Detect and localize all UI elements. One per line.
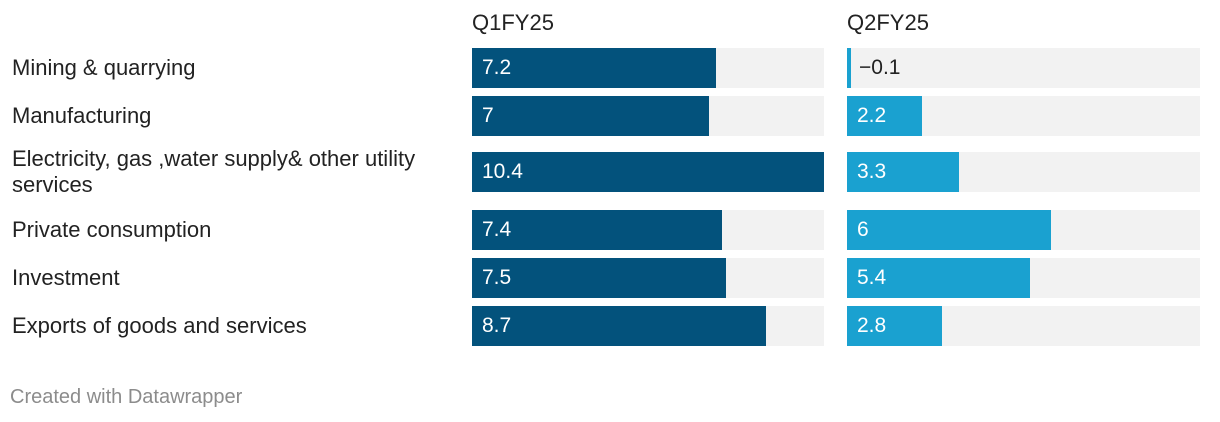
bar-track: 3.3 <box>847 152 1200 192</box>
bar-track: 2.8 <box>847 306 1200 346</box>
datawrapper-credit: Created with Datawrapper <box>10 386 243 408</box>
category-label: Investment <box>12 265 120 290</box>
value-label: 7 <box>482 104 494 127</box>
bar <box>847 96 922 136</box>
value-label: 5.4 <box>857 266 887 289</box>
value-label: 2.2 <box>857 104 887 127</box>
bar <box>847 152 959 192</box>
bar <box>472 152 824 192</box>
category-label: Private consumption <box>12 217 212 242</box>
column-header-q1: Q1FY25 <box>472 10 554 35</box>
bar-track: 7.4 <box>472 210 824 250</box>
bar <box>472 306 767 346</box>
bar <box>847 306 943 346</box>
value-label: 7.5 <box>482 266 512 289</box>
value-label: 7.4 <box>482 218 512 241</box>
bar-track: 8.7 <box>472 306 824 346</box>
category-label: Manufacturing <box>12 103 152 128</box>
bar <box>472 48 716 88</box>
bar-track: 10.4 <box>472 152 824 192</box>
value-label: 6 <box>857 218 869 241</box>
value-label: 3.3 <box>857 160 887 183</box>
bar <box>472 258 726 298</box>
category-label: Exports of goods and services <box>12 313 307 338</box>
bar-track: 7 <box>472 96 824 136</box>
bar-track: 2.2 <box>847 96 1200 136</box>
bar <box>847 48 851 88</box>
bar-track: 6 <box>847 210 1200 250</box>
category-label: Electricity, gas ,water supply& other ut… <box>12 146 416 197</box>
value-label: 8.7 <box>482 314 512 337</box>
bar-track: −0.1 <box>847 48 1200 88</box>
bar <box>847 258 1031 298</box>
column-header-q2: Q2FY25 <box>847 10 929 35</box>
bar-track: 5.4 <box>847 258 1200 298</box>
value-label: −0.1 <box>859 56 901 79</box>
category-label: Mining & quarrying <box>12 55 196 80</box>
value-label: 2.8 <box>857 314 887 337</box>
value-label: 7.2 <box>482 56 512 79</box>
bar <box>472 96 709 136</box>
bar <box>847 210 1051 250</box>
bar-track: 7.2 <box>472 48 824 88</box>
value-label: 10.4 <box>482 160 523 183</box>
bar <box>472 210 723 250</box>
bar-track: 7.5 <box>472 258 824 298</box>
